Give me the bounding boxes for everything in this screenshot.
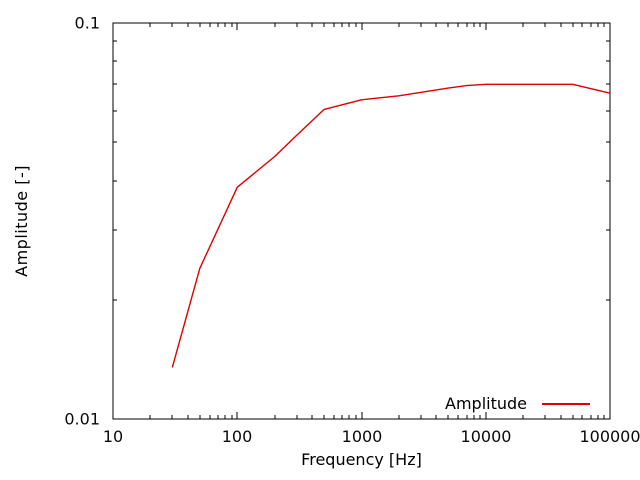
x-tick-label: 1000 [342, 427, 383, 446]
x-tick-label: 10 [103, 427, 123, 446]
x-tick-label: 100 [222, 427, 253, 446]
x-axis-title: Frequency [Hz] [301, 450, 422, 469]
x-tick-label: 10000 [461, 427, 512, 446]
y-axis-title: Amplitude [-] [10, 23, 32, 419]
plot-border [112, 22, 611, 420]
legend: Amplitude [445, 395, 590, 413]
series-line-amplitude [171, 83, 611, 368]
legend-line-sample [542, 403, 590, 405]
y-axis-title-text: Amplitude [-] [11, 165, 31, 277]
legend-label: Amplitude [445, 394, 527, 413]
y-tick-label: 0.01 [64, 410, 100, 429]
y-tick-label: 0.1 [75, 14, 100, 33]
x-tick-label: 100000 [579, 427, 640, 446]
